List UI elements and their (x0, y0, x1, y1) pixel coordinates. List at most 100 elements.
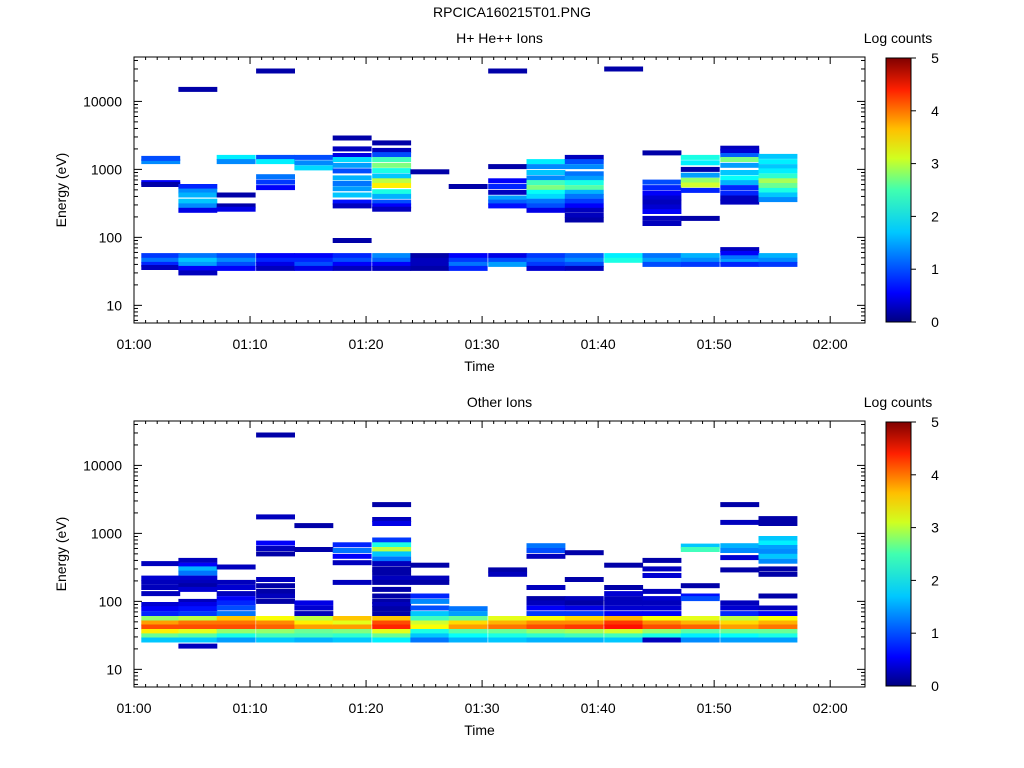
heatmap-cell (448, 253, 488, 259)
heatmap-cell (642, 588, 682, 594)
heatmap-cell (564, 198, 604, 204)
heatmap-cell (758, 516, 798, 522)
heatmap-cell (372, 517, 412, 522)
heatmap-cell (216, 192, 256, 198)
heatmap-cell (216, 611, 256, 617)
heatmap-cell (372, 547, 412, 552)
heatmap-cell (448, 257, 488, 263)
heatmap-cell (564, 253, 604, 259)
heatmap-cell (372, 593, 412, 599)
x-tick-label: 01:20 (349, 700, 384, 716)
x-tick-label: 01:30 (465, 700, 500, 716)
heatmap-cell (216, 261, 256, 267)
heatmap-cell (758, 187, 798, 193)
heatmap-cell (216, 596, 256, 602)
heatmap-cell (256, 588, 295, 594)
heatmap-cell (758, 637, 798, 643)
heatmap-cell (178, 624, 218, 630)
heatmap-cell (256, 620, 295, 626)
heatmap-cell (604, 605, 644, 611)
heatmap-cell (488, 253, 528, 259)
x-tick-label: 01:20 (349, 336, 384, 352)
heatmap-cell (410, 629, 450, 634)
heatmap-cell (256, 253, 295, 259)
heatmap-cell (680, 633, 720, 639)
heatmap-cell (604, 633, 644, 639)
heatmap-cell (526, 180, 566, 186)
heatmap-cell (448, 265, 488, 271)
heatmap-cell (720, 157, 760, 162)
heatmap-cell (178, 270, 218, 276)
heatmap-cell (758, 521, 798, 526)
heatmap-cell (564, 159, 604, 165)
heatmap-cell (604, 616, 644, 621)
heatmap-cell (141, 561, 181, 567)
heatmap-cell (372, 261, 412, 267)
heatmap-cell (372, 542, 412, 548)
heatmap-cell (294, 523, 334, 529)
heatmap-cell (178, 575, 218, 581)
heatmap-cell (294, 253, 334, 259)
heatmap-cell (216, 257, 256, 263)
heatmap-cell (720, 261, 760, 267)
heatmap-cell (720, 190, 760, 196)
heatmap-cell (720, 629, 760, 634)
heatmap-cell (526, 596, 566, 602)
heatmap-cell (526, 600, 566, 606)
heatmap-cell (294, 624, 334, 630)
heatmap-cell (680, 624, 720, 630)
heatmap-cell (680, 154, 720, 160)
heatmap-cell (526, 185, 566, 191)
heatmap-cell (526, 543, 566, 549)
heatmap-cell (410, 620, 450, 626)
y-axis-label: Energy (eV) (53, 517, 69, 592)
heatmap-cell (294, 547, 334, 552)
x-tick-label: 01:50 (697, 336, 732, 352)
heatmap-cell (680, 616, 720, 621)
heatmap-cell (564, 175, 604, 181)
heatmap-cell (410, 624, 450, 630)
heatmap-cell (642, 204, 682, 210)
heatmap-cell (178, 620, 218, 626)
heatmap-cell (564, 637, 604, 643)
heatmap-cell (372, 265, 412, 271)
colorbar-tick-label: 5 (931, 50, 939, 66)
heatmap-cell (372, 168, 412, 174)
heatmap-cell (758, 183, 798, 188)
heatmap-cell (642, 605, 682, 611)
heatmap-cell (604, 611, 644, 617)
heatmap-cell (216, 591, 256, 597)
heatmap-cell (604, 66, 644, 72)
heatmap-cell (526, 548, 566, 553)
heatmap-cell (720, 637, 760, 643)
heatmap-cell (410, 616, 450, 621)
heatmap-cell (372, 575, 412, 581)
x-tick-label: 02:00 (813, 700, 848, 716)
heatmap-cell (141, 633, 181, 639)
heatmap-cell (604, 257, 644, 263)
heatmap-cell (564, 577, 604, 582)
heatmap-cell (526, 257, 566, 263)
heatmap-cell (372, 561, 412, 567)
heatmap-cell (178, 579, 218, 585)
heatmap-cell (720, 624, 760, 630)
heatmap-cell (526, 637, 566, 643)
heatmap-cell (642, 573, 682, 578)
heatmap-cell (332, 162, 372, 168)
heatmap-cell (448, 261, 488, 267)
heatmap-cell (216, 605, 256, 611)
heatmap-cell (372, 173, 412, 179)
heatmap-cell (564, 611, 604, 617)
heatmap-cell (758, 593, 798, 599)
heatmap-cell (488, 203, 528, 209)
heatmap-cell (332, 560, 372, 566)
heatmap-cell (294, 257, 334, 263)
heatmap-cell (488, 178, 528, 184)
heatmap-cell (720, 600, 760, 606)
heatmap-cell (256, 257, 295, 263)
heatmap-cell (178, 562, 218, 568)
heatmap-cell (256, 265, 295, 271)
colorbar-tick-label: 2 (931, 572, 939, 588)
heatmap-cell (758, 571, 798, 577)
heatmap-cell (488, 261, 528, 267)
